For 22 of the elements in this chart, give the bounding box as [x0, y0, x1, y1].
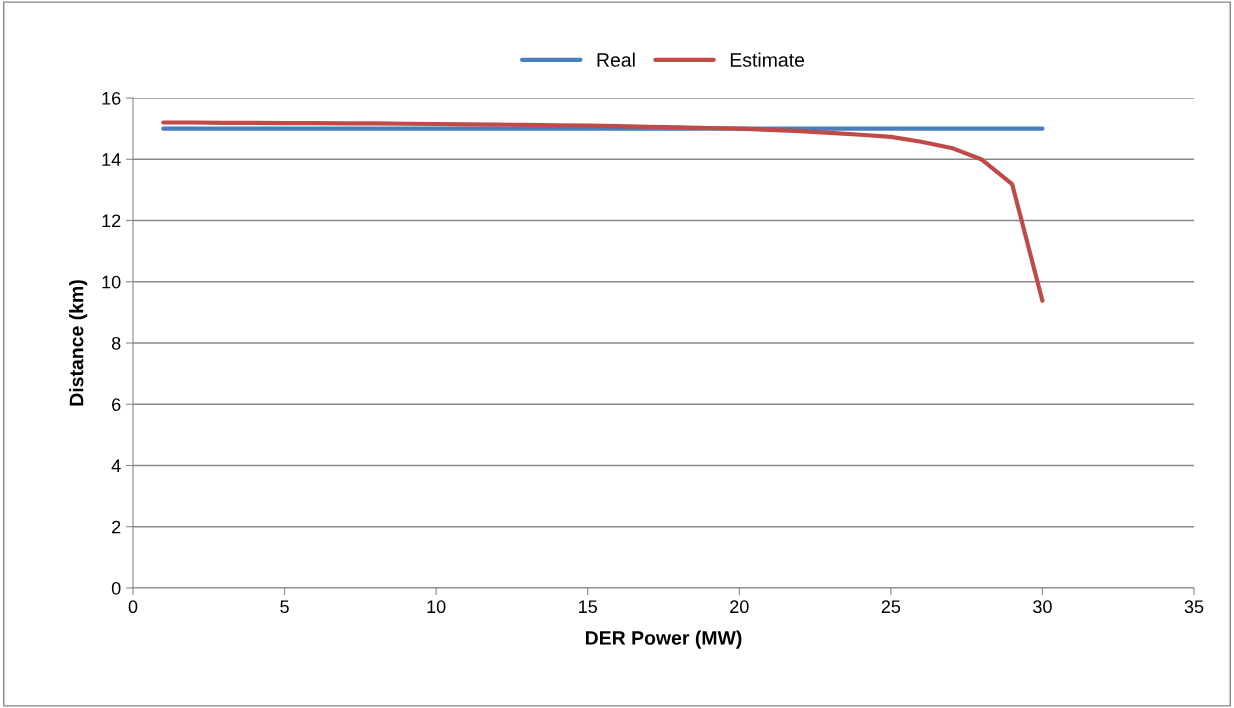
- y-tick-label: 12: [102, 214, 121, 228]
- y-axis-title: Distance (km): [69, 280, 88, 406]
- x-tick-label: 20: [730, 600, 749, 614]
- y-tick-label: 6: [112, 398, 121, 411]
- x-tick-label: 0: [128, 600, 138, 614]
- y-tick-label: 4: [111, 459, 121, 473]
- x-axis-title: DER Power (MW): [585, 630, 742, 649]
- y-tick-label: 8: [111, 336, 121, 350]
- x-tick-label: 35: [1184, 600, 1204, 614]
- x-tick-label: 30: [1033, 600, 1052, 614]
- y-tick-label: 2: [112, 520, 121, 534]
- x-tick-label: 5: [280, 600, 289, 614]
- y-tick-label: 16: [102, 91, 121, 105]
- x-tick-label: 10: [427, 600, 446, 614]
- x-tick-label: 25: [881, 600, 901, 614]
- legend-label: Estimate: [730, 52, 805, 67]
- y-tick-label: 14: [102, 153, 121, 166]
- y-tick-label: 0: [111, 581, 121, 595]
- line-series: [161, 120, 1045, 303]
- legend-label: Real: [597, 52, 635, 67]
- x-tick-label: 15: [579, 600, 597, 614]
- y-tick-label: 10: [102, 275, 121, 289]
